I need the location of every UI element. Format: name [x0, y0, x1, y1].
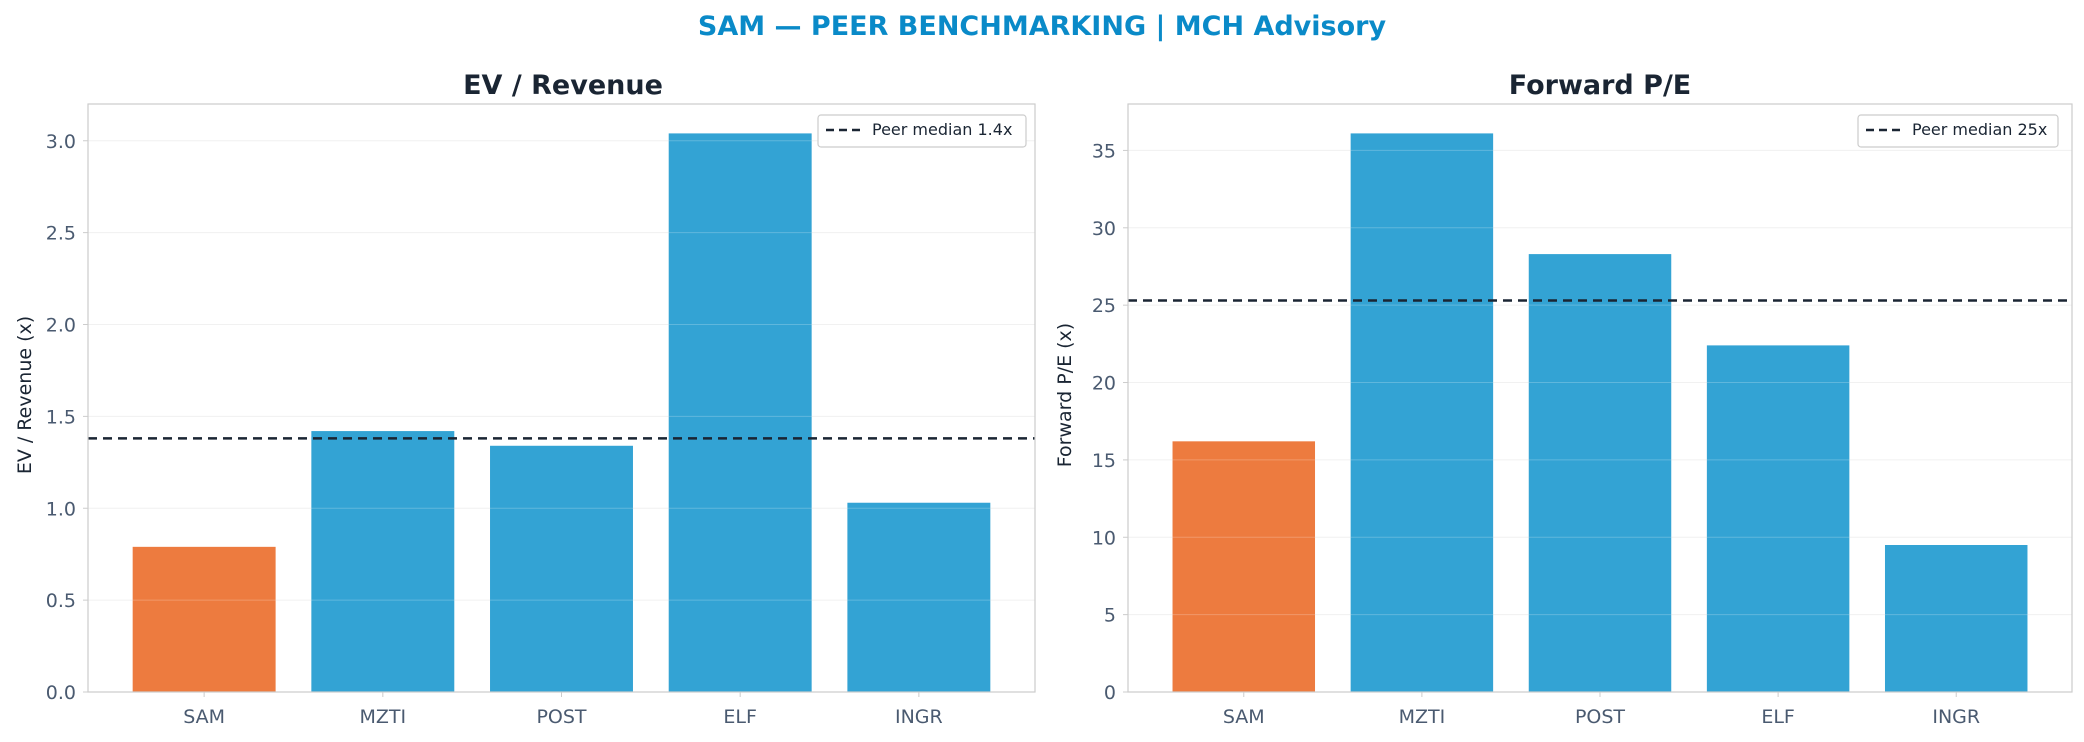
legend-box: [817, 114, 1027, 148]
x-tick-label: SAM: [1223, 706, 1265, 728]
chart-title: EV / Revenue: [463, 70, 663, 101]
bar-mzti: [1350, 133, 1494, 692]
chart-title: Forward P/E: [1509, 70, 1692, 101]
y-axis-label: EV / Revenue (x): [14, 316, 36, 474]
x-tick-label: MZTI: [360, 706, 407, 728]
bar-ingr: [847, 502, 991, 692]
y-tick-label: 0.5: [46, 590, 76, 612]
chart-ev-revenue: EV / Revenue EV / Revenue (x) SAM MZTI POS…: [14, 70, 1036, 728]
y-tick-label: 30: [1092, 218, 1116, 240]
x-tick-label: MZTI: [1399, 706, 1446, 728]
y-tick-label: 2.0: [46, 315, 76, 337]
bar-elf: [668, 133, 812, 692]
y-tick-label: 2.5: [46, 223, 76, 245]
y-tick-label: 5: [1104, 605, 1116, 627]
y-tick-label: 1.5: [46, 406, 76, 428]
y-tick-label: 3.0: [46, 131, 76, 153]
bar-post: [1528, 254, 1672, 693]
y-axis-label: Forward P/E (x): [1054, 323, 1076, 467]
bar-elf: [1706, 345, 1850, 692]
bar-ingr: [1884, 545, 2028, 692]
x-tick-label: SAM: [183, 706, 225, 728]
x-tick-label: POST: [1575, 706, 1625, 728]
x-tick-label: INGR: [895, 706, 943, 728]
axes-frame: [87, 103, 1036, 693]
bar-sam: [132, 546, 276, 692]
x-tick-label: ELF: [1761, 706, 1795, 728]
bar-sam: [1172, 441, 1316, 692]
x-tick-label: POST: [536, 706, 586, 728]
y-tick-label: 25: [1092, 295, 1116, 317]
plot-area: SAM MZTI POST ELF INGR 0 5 10 15 20 25 30 35: [1092, 103, 2073, 728]
bar-mzti: [311, 431, 455, 692]
legend-entry: Peer median 25x: [1912, 120, 2047, 139]
y-tick-label: 15: [1092, 450, 1116, 472]
y-tick-label: 35: [1092, 140, 1116, 162]
y-tick-label: 0: [1104, 682, 1116, 704]
y-tick-label: 20: [1092, 373, 1116, 395]
legend: Peer median 1.4x: [817, 114, 1027, 148]
legend-entry: Peer median 1.4x: [872, 120, 1012, 139]
legend: Peer median 25x: [1857, 114, 2059, 148]
figure-suptitle: SAM — PEER BENCHMARKING | MCH Advisory: [698, 11, 1387, 42]
plot-area: SAM MZTI POST ELF INGR 0.0 0.5 1.0 1.5 2.0 2.5 3.0: [46, 103, 1036, 728]
y-tick-label: 10: [1092, 527, 1116, 549]
y-tick-label: 0.0: [46, 682, 76, 704]
bar-post: [490, 445, 633, 692]
x-tick-label: ELF: [723, 706, 757, 728]
chart-forward-pe: Forward P/E Forward P/E (x) SAM MZTI POST E…: [1054, 70, 2073, 728]
legend-box: [1857, 114, 2059, 148]
y-tick-label: 1.0: [46, 498, 76, 520]
x-tick-label: INGR: [1932, 706, 1980, 728]
axes-frame: [1127, 103, 2073, 693]
